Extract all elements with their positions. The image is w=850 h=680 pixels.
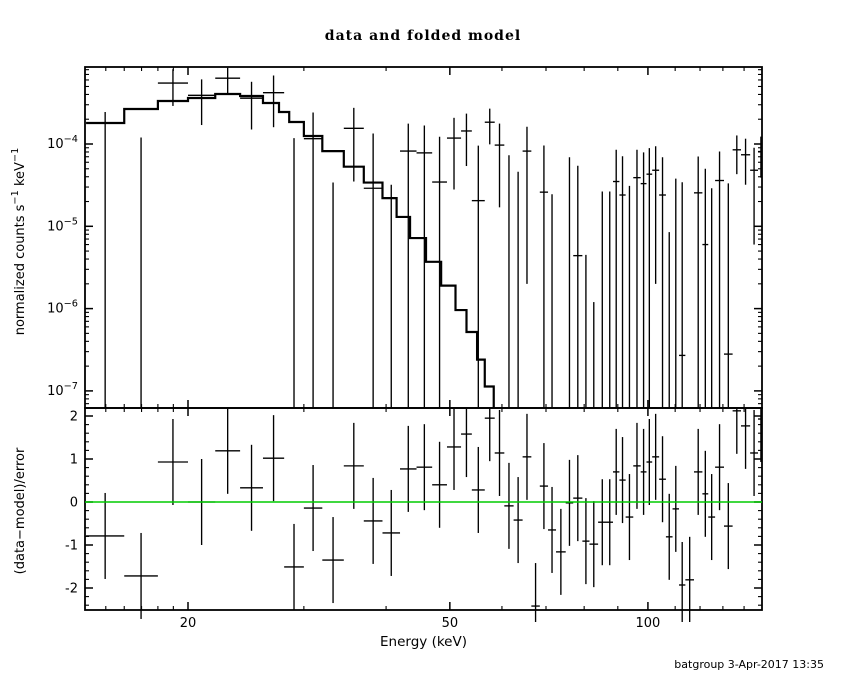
ybot-tick-label: 0 [70,496,78,511]
label-segment: 10 [47,302,64,317]
label-segment: Energy (keV) [380,634,467,650]
label-segment: 2 [70,410,78,425]
ybot-tick-label: 2 [70,410,78,425]
data-errorbars [104,67,762,408]
label-segment: −1 [10,190,21,204]
label-segment: −4 [64,134,78,145]
label-segment: keV [13,162,28,190]
label-segment: −7 [64,381,78,392]
label-segment: −5 [64,216,78,227]
label-segment: (data−model)/error [13,447,28,574]
label-segment: 20 [180,616,197,631]
label-segment: 1 [70,453,78,468]
plot-title: data and folded model [324,28,522,44]
residual-errorbars [86,408,762,622]
x-axis-title: Energy (keV) [380,634,467,650]
label-segment: 100 [636,616,661,631]
label-segment: -1 [65,539,78,554]
x-tick-label: 50 [442,616,459,631]
plot-footer-timestamp: batgroup 3-Apr-2017 13:35 [674,658,824,671]
y-axis-title-top: normalized counts s−1 keV−1 [10,148,28,336]
bottom-panel-frame [84,407,763,611]
label-segment: normalized counts s [13,204,28,335]
label-segment: 10 [47,384,64,399]
x-tick-label: 20 [180,616,197,631]
ybot-tick-label: -2 [65,582,78,597]
label-segment: 0 [70,496,78,511]
ybot-tick-label: -1 [65,539,78,554]
ytop-tick-label: 10−7 [47,381,78,399]
label-segment: −6 [64,299,78,310]
ytop-tick-label: 10−6 [47,299,78,317]
label-segment: 50 [442,616,459,631]
model-line [86,92,495,408]
label-segment: 10 [47,137,64,152]
ytop-tick-label: 10−5 [47,216,78,234]
label-segment: −1 [10,148,21,162]
ytop-tick-label: 10−4 [47,134,78,152]
label-segment: 10 [47,219,64,234]
y-axis-title-bottom: (data−model)/error [13,447,28,574]
ybot-tick-label: 1 [70,453,78,468]
label-segment: -2 [65,582,78,597]
x-tick-label: 100 [636,616,661,631]
